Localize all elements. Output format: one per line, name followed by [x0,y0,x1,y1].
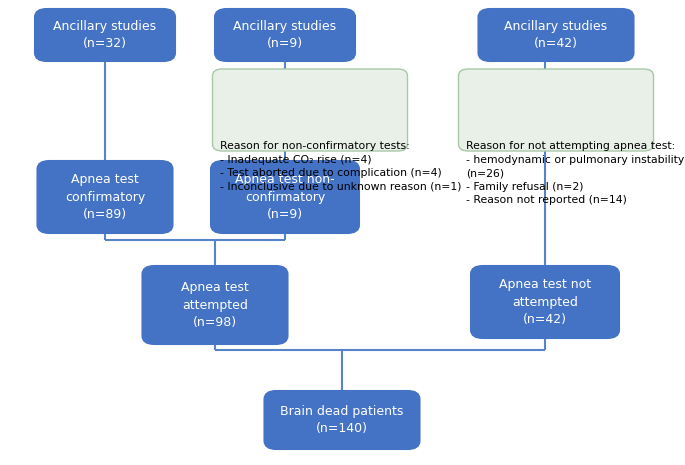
FancyBboxPatch shape [458,69,653,151]
Text: Reason for not attempting apnea test:
- hemodynamic or pulmonary instability
(n=: Reason for not attempting apnea test: - … [466,141,685,206]
FancyBboxPatch shape [264,391,419,449]
Text: Ancillary studies
(n=32): Ancillary studies (n=32) [53,20,157,50]
FancyBboxPatch shape [211,161,359,233]
FancyBboxPatch shape [215,9,355,61]
FancyBboxPatch shape [35,9,175,61]
Text: Reason for non-confirmatory tests:
- Inadequate CO₂ rise (n=4)
- Test aborted du: Reason for non-confirmatory tests: - Ina… [221,141,462,192]
Text: Brain dead patients
(n=140): Brain dead patients (n=140) [280,405,403,435]
FancyBboxPatch shape [479,9,634,61]
Text: Apnea test non-
confirmatory
(n=9): Apnea test non- confirmatory (n=9) [235,173,335,221]
FancyBboxPatch shape [212,69,408,151]
FancyBboxPatch shape [142,266,288,344]
Text: Apnea test
confirmatory
(n=89): Apnea test confirmatory (n=89) [65,173,145,221]
Text: Ancillary studies
(n=42): Ancillary studies (n=42) [504,20,608,50]
FancyBboxPatch shape [38,161,173,233]
Text: Ancillary studies
(n=9): Ancillary studies (n=9) [234,20,336,50]
FancyBboxPatch shape [471,266,619,338]
Text: Apnea test not
attempted
(n=42): Apnea test not attempted (n=42) [499,278,591,326]
Text: Apnea test
attempted
(n=98): Apnea test attempted (n=98) [181,281,249,329]
